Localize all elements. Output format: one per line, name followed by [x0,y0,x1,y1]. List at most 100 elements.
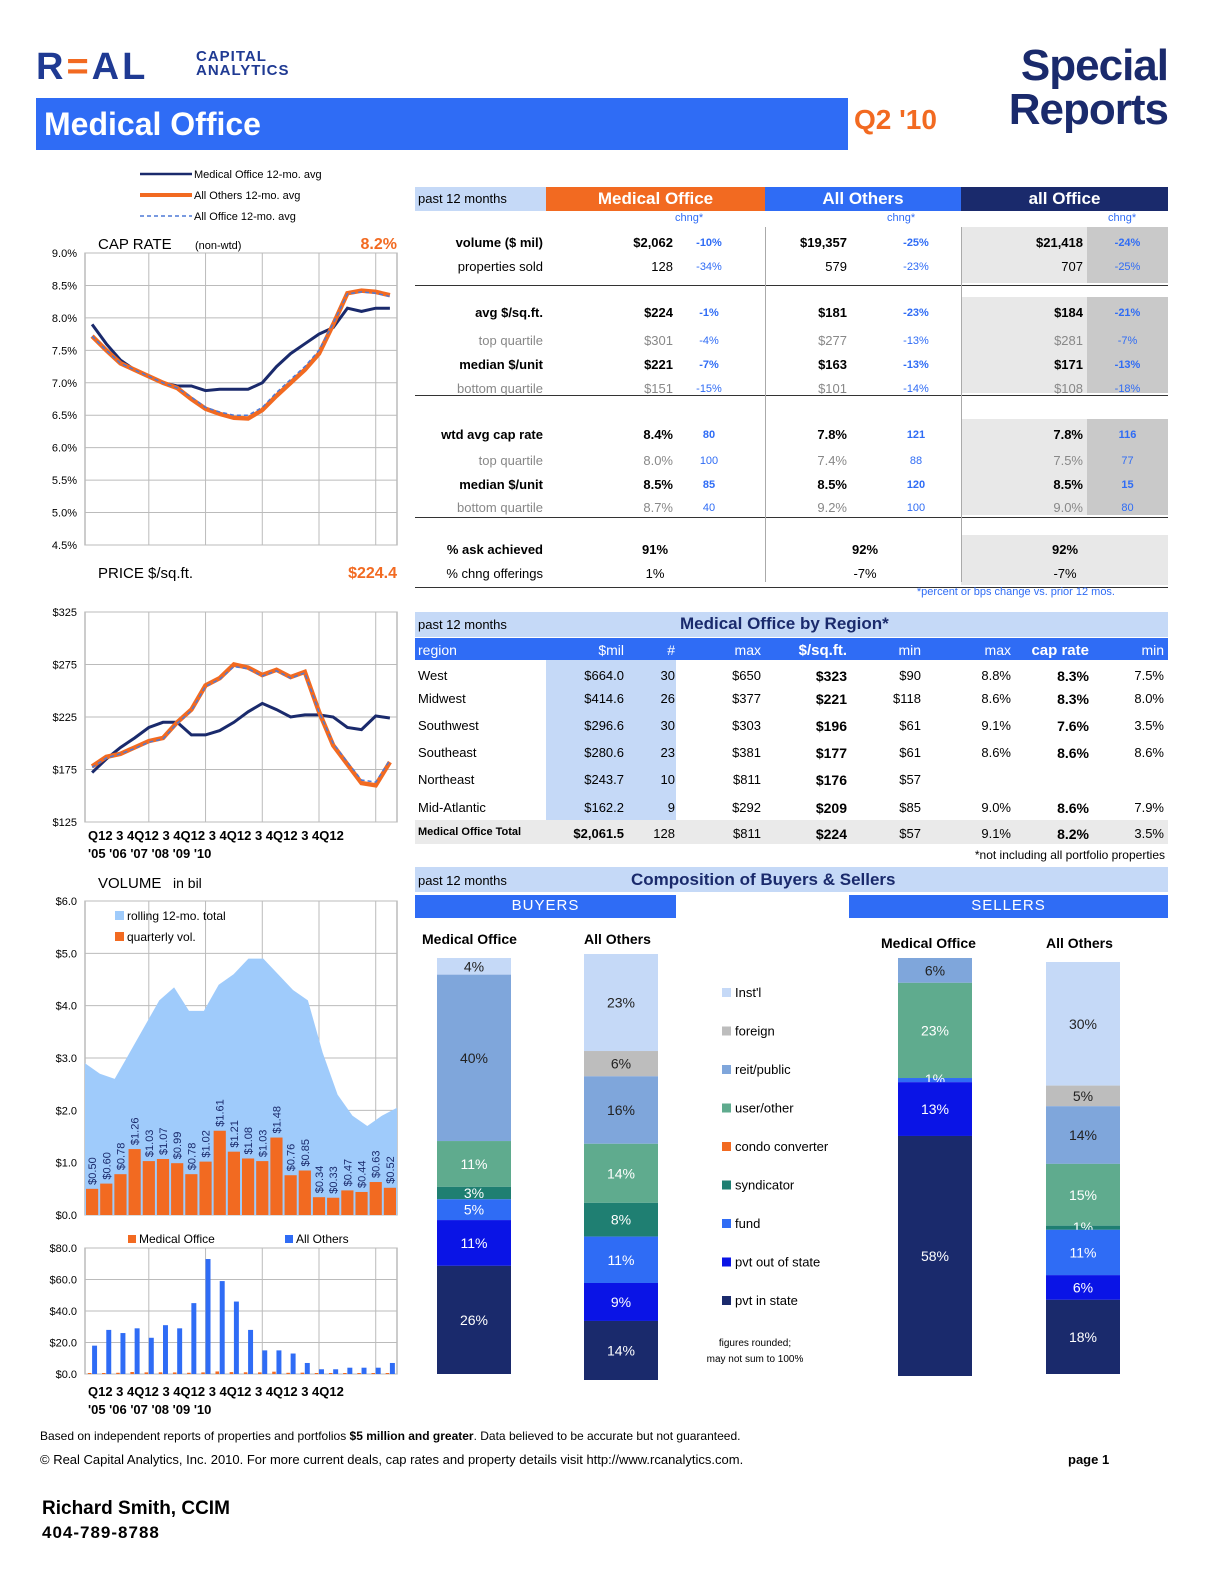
price-title: PRICE $/sq.ft. [98,565,193,582]
summary-cell: 707 [1061,259,1083,274]
cap-series-2 [91,291,391,416]
summary-cell: $181 [818,305,847,320]
comp-legend-label: foreign [735,1024,775,1039]
price-series-med [91,701,391,774]
summary-cell: -23% [903,261,929,273]
vol-bar-label: $0.85 [300,1139,312,1167]
comp-legend-swatch [722,1219,731,1228]
cap-y-tick: 4.5% [52,540,77,552]
summary-cell: $281 [1054,333,1083,348]
comp-segment [437,1199,511,1221]
vol-bar-label: $0.52 [385,1156,397,1184]
legend-med-text: Medical Office 12-mo. avg [194,169,322,181]
comp-note1: figures rounded; [718,1338,792,1349]
summary-cell: -1% [699,307,719,319]
summary-cell: -13% [1114,359,1141,371]
summary-cell: 100 [906,502,926,514]
summary-cell: -7% [699,359,719,371]
cnt-bar-oth [177,1328,183,1374]
summary-cell: 120 [906,479,926,491]
vol-bar-label: $1.07 [158,1127,170,1155]
summary-row-label: % ask achieved [446,542,543,557]
region-cell: 10 [660,772,675,787]
comp-segment [437,1186,511,1200]
comp-segment [898,982,972,1079]
region-cell: $61 [899,745,921,760]
comp-legend-label: pvt out of state [735,1255,820,1270]
comp-note: figures rounded; may not sum to 100% [700,1336,810,1368]
buyers-oth-label: All Others [584,931,651,947]
comp-segment-label: 5% [464,1202,484,1218]
summary-row-label: bottom quartile [457,500,543,515]
region-col-header: min [1141,642,1164,658]
region-total-cell: $2,061.5 [573,826,624,841]
quarter-label: Q2 '10 [854,104,937,135]
summary-cell: -21% [1114,307,1141,319]
cnt-bar-med [371,1373,376,1374]
logo-subtitle: CAPITAL ANALYTICS [196,48,289,78]
cap-current: 8.2% [361,236,397,253]
cnt-bar-oth [106,1329,112,1374]
comp-segment [437,1141,511,1187]
volume-chart: $6.0$5.0$4.0$3.0$2.0$1.0$0.0$0.50 $0.60 $0… [56,896,398,1222]
vol-bar-label: $0.34 [314,1166,326,1194]
contact-phone: 404-789-8788 [42,1523,160,1542]
cap-y-tick: 7.5% [52,345,77,357]
cnt-y-tick: $40.0 [49,1306,77,1318]
comp-segment-label: 18% [1069,1329,1097,1345]
col-med: Medical Office [546,187,765,211]
price-chart: $325 $275 $225 $175 $125 [53,607,398,829]
cnt-bar-oth [191,1303,197,1374]
summary-cell: -13% [903,359,929,371]
title-bar: Medical Office [36,98,848,150]
region-total-bg [415,820,1168,844]
region-cell: $221 [815,691,847,707]
region-cell: 8.6% [1057,745,1089,761]
cnt-bar-med [102,1373,106,1374]
comp-segment-label: 6% [611,1056,631,1072]
comp-segment [437,1220,511,1266]
comp-segment [1046,1085,1120,1107]
vol-bar [256,1161,269,1215]
region-cell: 30 [660,668,675,683]
summary-cell: $108 [1054,381,1083,396]
region-total-cell: 3.5% [1134,826,1164,841]
vol-bar-label: $0.78 [186,1143,198,1171]
vol-bar-label: $1.08 [243,1127,255,1155]
summary-cell: -25% [1114,261,1141,273]
buyers-med-label: Medical Office [422,931,517,947]
cnt-legend-oth-swatch [285,1235,293,1243]
region-col-header: $/sq.ft. [798,642,847,659]
cnt-y-tick: $0.0 [56,1369,77,1381]
sellers-oth-label: All Others [1046,935,1113,951]
region-cell: 7.6% [1057,718,1089,734]
summary-cell: 8.5% [1053,477,1083,492]
summary-row-label: avg $/sq.ft. [475,305,543,320]
comp-segment-label: 30% [1069,1016,1097,1032]
region-title: Medical Office by Region* [680,614,889,633]
cnt-bar-oth [361,1367,367,1374]
cnt-bar-oth [148,1337,154,1374]
summary-cell: 77 [1121,455,1134,467]
comp-segment-label: 14% [607,1342,635,1358]
vol-y-tick: $1.0 [56,1158,77,1170]
region-cell: Mid-Atlantic [418,800,486,815]
region-cell: $209 [815,800,847,816]
comp-legend-label: condo converter [735,1139,829,1154]
summary-cell: -15% [696,383,722,395]
logo-sub1: CAPITAL [196,48,267,65]
vol-bar-label: $0.50 [87,1157,99,1185]
comp-segment-label: 4% [464,958,484,974]
cap-rate-chart: 9.0% 8.5% 8.0% 7.5% 7.0% 6.5% 6.0% 5.5% 5.0% 4.5% [52,248,398,552]
cnt-bar-oth [92,1345,98,1374]
summary-cell: 8.4% [643,427,673,442]
cnt-bar-oth [134,1328,140,1374]
region-cell: $280.6 [584,745,624,760]
vol-bar-label: $0.99 [172,1132,184,1160]
price-y-tick: $125 [53,817,77,829]
summary-row-label: % chng offerings [446,566,543,581]
cnt-bar-med [314,1373,319,1374]
vol-bar [227,1151,240,1215]
comp-segment-label: 11% [461,1235,488,1251]
all-chng-bg [1087,419,1168,515]
